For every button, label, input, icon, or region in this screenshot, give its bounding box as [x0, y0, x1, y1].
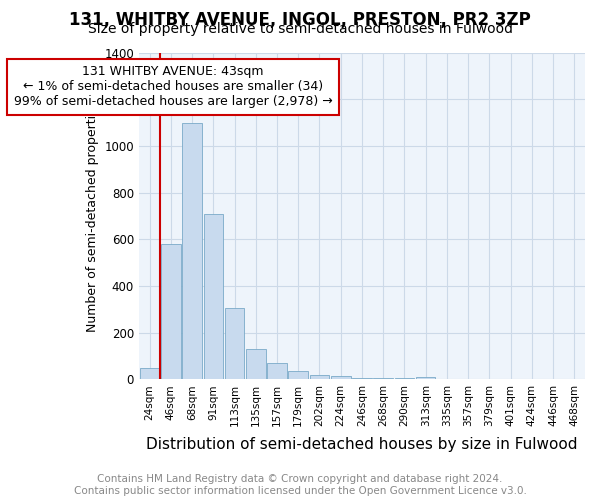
Text: 131, WHITBY AVENUE, INGOL, PRESTON, PR2 3ZP: 131, WHITBY AVENUE, INGOL, PRESTON, PR2 … — [69, 11, 531, 29]
Text: Contains HM Land Registry data © Crown copyright and database right 2024.
Contai: Contains HM Land Registry data © Crown c… — [74, 474, 526, 496]
Bar — [225, 308, 244, 380]
Y-axis label: Number of semi-detached properties: Number of semi-detached properties — [86, 100, 99, 332]
Bar — [373, 378, 393, 380]
Bar — [352, 378, 372, 380]
Bar — [310, 374, 329, 380]
Bar — [416, 377, 436, 380]
Bar — [331, 376, 350, 380]
Bar — [161, 244, 181, 380]
Bar — [395, 378, 414, 380]
Bar — [182, 122, 202, 380]
X-axis label: Distribution of semi-detached houses by size in Fulwood: Distribution of semi-detached houses by … — [146, 438, 578, 452]
Text: Size of property relative to semi-detached houses in Fulwood: Size of property relative to semi-detach… — [88, 22, 512, 36]
Text: 131 WHITBY AVENUE: 43sqm
← 1% of semi-detached houses are smaller (34)
99% of se: 131 WHITBY AVENUE: 43sqm ← 1% of semi-de… — [14, 66, 332, 108]
Bar — [267, 363, 287, 380]
Bar — [140, 368, 160, 380]
Bar — [289, 371, 308, 380]
Bar — [246, 349, 266, 380]
Bar — [203, 214, 223, 380]
